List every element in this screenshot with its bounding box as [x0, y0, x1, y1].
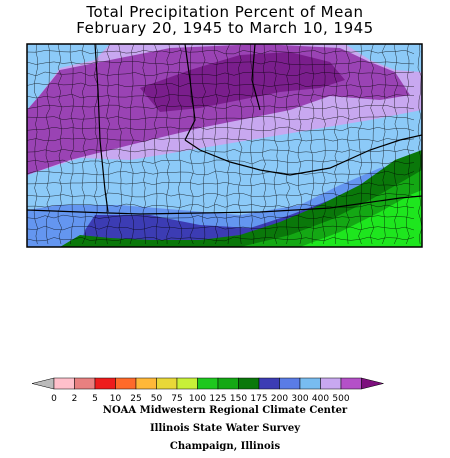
map-border	[26, 43, 423, 248]
legend-label-100: 100	[188, 394, 207, 404]
legend-label-400: 400	[311, 394, 330, 404]
legend-swatch-150	[238, 377, 260, 390]
credit-survey: Illinois State Water Survey	[149, 423, 301, 434]
map-title-line2: February 20, 1945 to March 10, 1945	[76, 19, 374, 37]
legend-label-10: 10	[109, 394, 122, 404]
legend-swatch-125	[217, 377, 239, 390]
legend-label-25: 25	[130, 394, 142, 404]
map-title-line1: Total Precipitation Percent of Mean	[86, 3, 364, 21]
legend-label-5: 5	[92, 394, 98, 404]
legend-swatch-2	[74, 377, 96, 390]
legend-label-500: 500	[332, 394, 350, 404]
county-boundaries	[27, 44, 422, 245]
legend-swatch-175	[258, 377, 280, 390]
legend-swatch-75	[176, 377, 198, 390]
legend-swatch-100	[197, 377, 219, 390]
state-boundaries	[27, 44, 422, 215]
legend-swatch-5	[94, 377, 116, 390]
legend-swatch-50	[156, 377, 178, 390]
credit-location: Champaign, Illinois	[169, 441, 281, 452]
legend-label-175: 175	[250, 394, 268, 404]
zone-bright-green	[300, 190, 422, 247]
zone-light-blue-west	[27, 44, 110, 110]
legend-over-arrow	[361, 377, 384, 390]
legend-label-200: 200	[270, 394, 289, 404]
legend-swatch-300	[299, 377, 321, 390]
legend-swatch-500	[340, 377, 362, 390]
legend-label-0: 0	[51, 394, 57, 404]
legend-label-75: 75	[171, 394, 183, 404]
legend-swatch-10	[115, 377, 137, 390]
legend-swatch-25	[135, 377, 157, 390]
legend-label-2: 2	[71, 394, 78, 404]
zone-darkest-purple	[140, 52, 345, 112]
legend-swatch-400	[320, 377, 342, 390]
legend-label-300: 300	[291, 394, 309, 404]
map-shading	[27, 44, 422, 247]
legend-label-125: 125	[209, 394, 227, 404]
zone-light-blue-band	[27, 110, 422, 215]
legend-swatch-0	[53, 377, 75, 390]
credit-organization: NOAA Midwestern Regional Climate Center	[102, 405, 348, 416]
legend-label-150: 150	[229, 394, 248, 404]
legend-under-arrow	[31, 377, 55, 390]
legend-label-50: 50	[150, 394, 163, 404]
legend-colorbar	[31, 377, 384, 390]
legend-swatch-200	[279, 377, 301, 390]
